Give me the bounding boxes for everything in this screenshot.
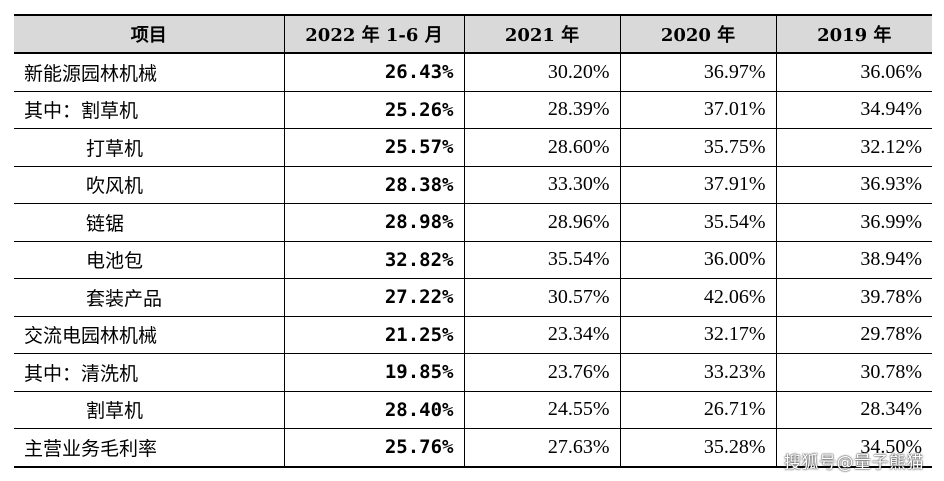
cell-2022h1: 27.22% [283, 278, 465, 317]
cell-2021: 28.39% [463, 90, 621, 129]
cell-2020: 35.28% [619, 428, 777, 468]
cell-2019: 39.78% [775, 278, 932, 317]
cell-2020: 37.01% [619, 90, 777, 129]
cell-2021: 27.63% [463, 428, 621, 468]
cell-2022h1: 26.43% [283, 52, 465, 92]
cell-2020: 36.97% [619, 52, 777, 92]
cell-2019: 30.78% [775, 353, 932, 392]
table-row: 电池包 32.82% 35.54% 36.00% 38.94% [14, 240, 932, 279]
row-label: 电池包 [14, 240, 285, 279]
table-row: 套装产品 27.22% 30.57% 42.06% 39.78% [14, 278, 932, 317]
table-row: 新能源园林机械 26.43% 30.20% 36.97% 36.06% [14, 52, 932, 92]
table-row: 链锯 28.98% 28.96% 35.54% 36.99% [14, 203, 932, 242]
cell-2021: 35.54% [463, 240, 621, 279]
header-item: 项目 [14, 14, 285, 54]
header-2021: 2021 年 [463, 14, 621, 54]
cell-2019: 34.50% [775, 428, 932, 468]
cell-2020: 32.17% [619, 315, 777, 354]
cell-2022h1: 25.57% [283, 128, 465, 167]
table-row: 主营业务毛利率 25.76% 27.63% 35.28% 34.50% [14, 428, 932, 468]
cell-2020: 35.54% [619, 203, 777, 242]
cell-2021: 33.30% [463, 165, 621, 204]
cell-2019: 29.78% [775, 315, 932, 354]
cell-2019: 32.12% [775, 128, 932, 167]
table-row: 吹风机 28.38% 33.30% 37.91% 36.93% [14, 165, 932, 204]
row-label: 新能源园林机械 [14, 52, 285, 92]
cell-2019: 36.99% [775, 203, 932, 242]
table-row: 打草机 25.57% 28.60% 35.75% 32.12% [14, 128, 932, 167]
cell-2019: 36.93% [775, 165, 932, 204]
cell-2022h1: 32.82% [283, 240, 465, 279]
table-row: 割草机 28.40% 24.55% 26.71% 28.34% [14, 390, 932, 429]
table-row: 其中：割草机 25.26% 28.39% 37.01% 34.94% [14, 90, 932, 129]
gross-margin-table-container: 项目 2022 年 1-6 月 2021 年 2020 年 2019 年 新能源… [14, 14, 932, 468]
row-label: 交流电园林机械 [14, 315, 285, 354]
table-row: 其中：清洗机 19.85% 23.76% 33.23% 30.78% [14, 353, 932, 392]
table-header-row: 项目 2022 年 1-6 月 2021 年 2020 年 2019 年 [14, 14, 932, 54]
cell-2021: 30.57% [463, 278, 621, 317]
gross-margin-table: 项目 2022 年 1-6 月 2021 年 2020 年 2019 年 新能源… [14, 14, 932, 468]
row-label: 主营业务毛利率 [14, 428, 285, 468]
cell-2019: 34.94% [775, 90, 932, 129]
header-2020: 2020 年 [619, 14, 777, 54]
table-row: 交流电园林机械 21.25% 23.34% 32.17% 29.78% [14, 315, 932, 354]
cell-2021: 24.55% [463, 390, 621, 429]
cell-2021: 28.96% [463, 203, 621, 242]
header-2019: 2019 年 [775, 14, 932, 54]
cell-2021: 23.34% [463, 315, 621, 354]
cell-2020: 35.75% [619, 128, 777, 167]
header-2022h1: 2022 年 1-6 月 [283, 14, 465, 54]
row-label: 打草机 [14, 128, 285, 167]
cell-2022h1: 25.26% [283, 90, 465, 129]
row-label: 其中：清洗机 [14, 353, 285, 392]
cell-2019: 38.94% [775, 240, 932, 279]
cell-2021: 23.76% [463, 353, 621, 392]
cell-2022h1: 19.85% [283, 353, 465, 392]
cell-2022h1: 21.25% [283, 315, 465, 354]
cell-2020: 36.00% [619, 240, 777, 279]
cell-2022h1: 28.98% [283, 203, 465, 242]
row-label: 链锯 [14, 203, 285, 242]
row-label: 吹风机 [14, 165, 285, 204]
cell-2020: 42.06% [619, 278, 777, 317]
cell-2020: 26.71% [619, 390, 777, 429]
row-label: 其中：割草机 [14, 90, 285, 129]
cell-2019: 28.34% [775, 390, 932, 429]
cell-2019: 36.06% [775, 52, 932, 92]
cell-2022h1: 28.40% [283, 390, 465, 429]
cell-2020: 33.23% [619, 353, 777, 392]
watermark-text: 搜狐号@量子熊猫 [784, 453, 924, 473]
cell-2022h1: 28.38% [283, 165, 465, 204]
row-label: 割草机 [14, 390, 285, 429]
cell-2021: 30.20% [463, 52, 621, 92]
cell-2022h1: 25.76% [283, 428, 465, 468]
cell-2021: 28.60% [463, 128, 621, 167]
cell-2020: 37.91% [619, 165, 777, 204]
row-label: 套装产品 [14, 278, 285, 317]
